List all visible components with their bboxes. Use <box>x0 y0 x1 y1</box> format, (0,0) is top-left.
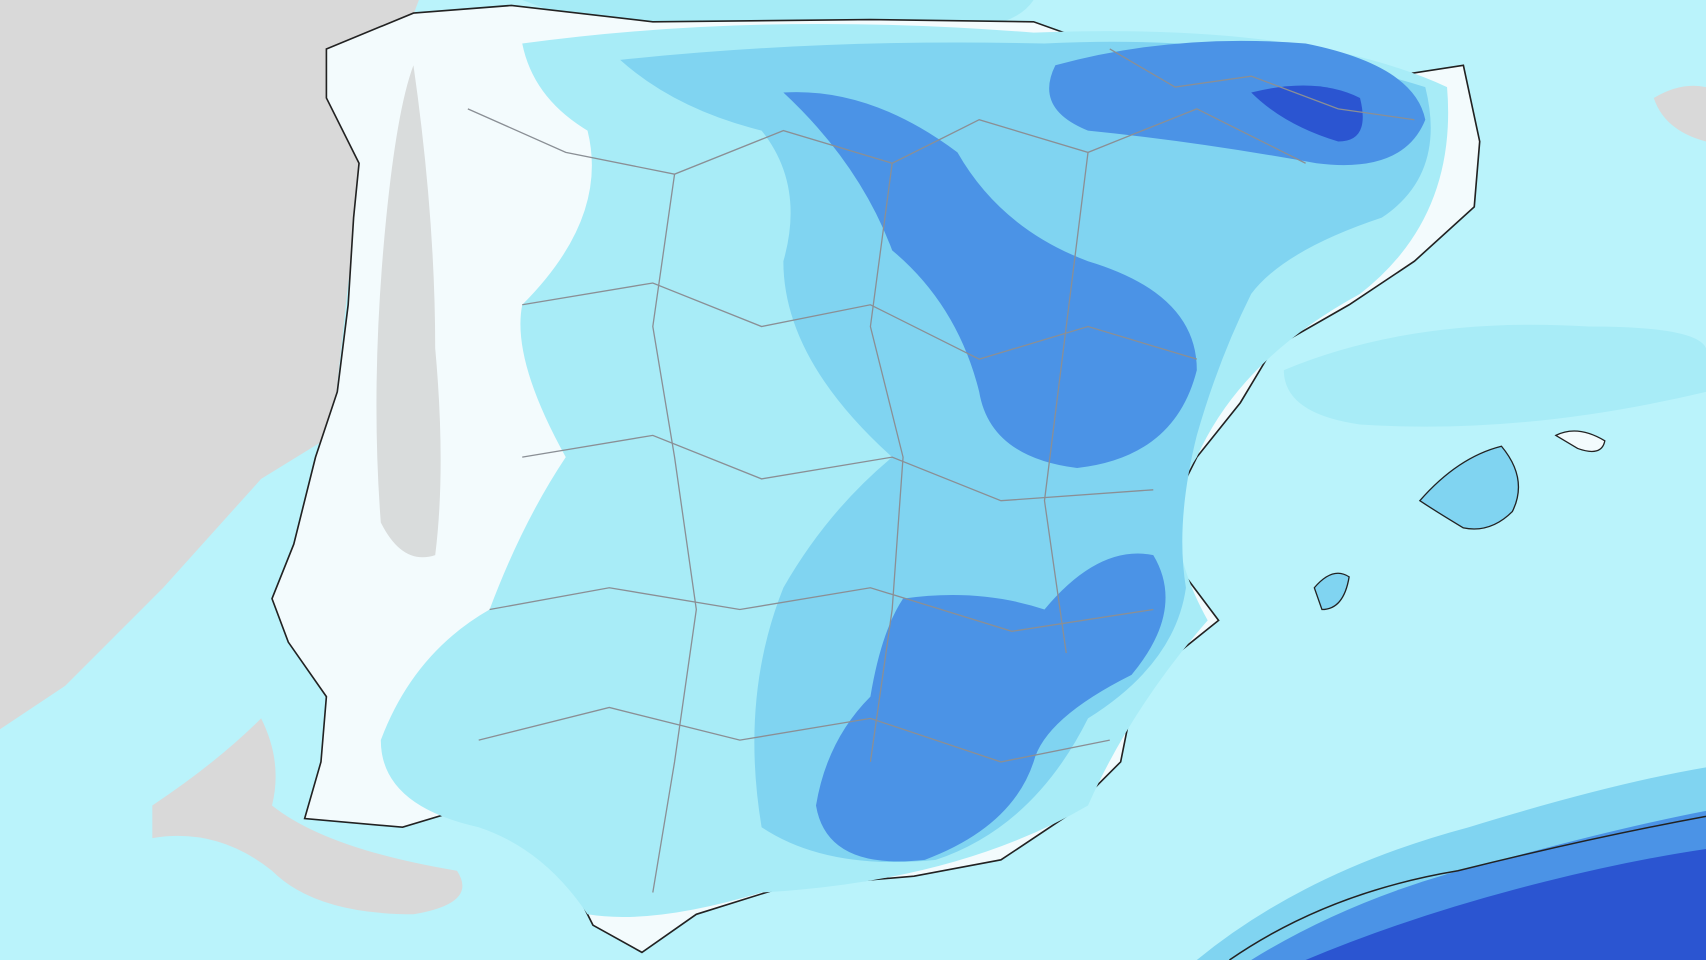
precip-light <box>1283 324 1706 427</box>
no-data-area <box>152 718 463 915</box>
precip-very-high <box>1251 85 1363 142</box>
precip-high <box>816 553 1166 862</box>
no-data-area <box>0 0 419 730</box>
no-data-strip <box>376 65 441 558</box>
island <box>1554 430 1606 453</box>
coastline <box>1229 815 1706 960</box>
island <box>1418 445 1520 530</box>
precip-very-high <box>1305 848 1706 960</box>
island <box>1313 572 1350 611</box>
no-data-area <box>1653 85 1706 142</box>
precip-high <box>783 92 1197 469</box>
borders <box>467 48 1415 893</box>
